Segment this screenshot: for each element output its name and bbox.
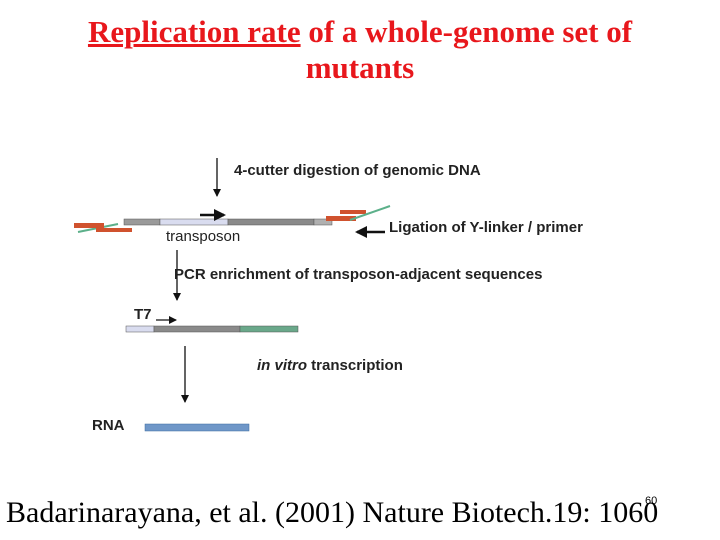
step-pcr-label: PCR enrichment of transposon-adjacent se… [174, 266, 543, 283]
pcr-product [125, 325, 299, 333]
slide-title: Replication rate of a whole-genome set o… [0, 14, 720, 86]
citation: Badarinarayana, et al. (2001) Nature Bio… [6, 496, 659, 529]
t7-label: T7 [134, 306, 152, 323]
step-digestion-label: 4-cutter digestion of genomic DNA [234, 162, 481, 179]
transcription-text: transcription [307, 357, 403, 374]
slide-number: 60 [645, 495, 658, 507]
in-vitro-text: in vitro [257, 357, 308, 374]
ligated-fragment [74, 205, 391, 233]
rna-label: RNA [92, 417, 125, 434]
transposon-label: transposon [166, 228, 241, 245]
title-underlined-part: Replication rate [87, 14, 301, 49]
title-line1-rest: of a whole-genome set of [300, 14, 633, 49]
rna-bar [144, 423, 250, 432]
title-line2: mutants [305, 50, 415, 85]
step-transcription-label: in vitro transcription [257, 357, 403, 374]
step-ligation-label: Ligation of Y-linker / primer [389, 219, 583, 236]
